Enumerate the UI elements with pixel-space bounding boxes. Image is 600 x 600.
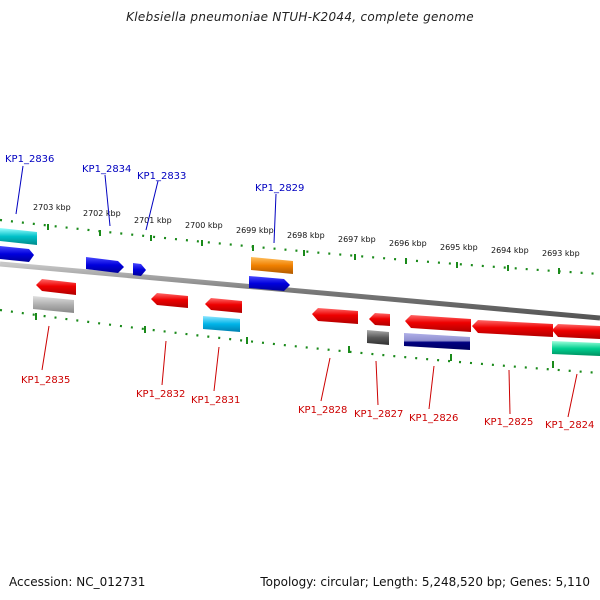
major-ticks	[35, 224, 560, 368]
gene-feature[interactable]	[404, 333, 470, 350]
tick-label: 2699 kbp	[236, 226, 274, 235]
gene-feature[interactable]	[367, 330, 389, 345]
upper-scale-track	[0, 218, 600, 276]
gene-feature[interactable]	[86, 257, 124, 273]
gene-label[interactable]: KP1_2835	[21, 375, 70, 386]
forward-gene-labels: KP1_2836 KP1_2834 KP1_2833 KP1_2829	[5, 154, 304, 194]
reverse-callouts	[41, 325, 578, 418]
gene-feature[interactable]	[369, 313, 390, 326]
gene-label[interactable]: KP1_2836	[5, 154, 54, 165]
gene-label[interactable]: KP1_2831	[191, 395, 240, 406]
gene-label[interactable]: KP1_2824	[545, 420, 594, 431]
tick-label: 2698 kbp	[287, 231, 325, 240]
gene-label[interactable]: KP1_2825	[484, 417, 533, 428]
tick-label: 2702 kbp	[83, 209, 121, 218]
tick-label: 2695 kbp	[440, 243, 478, 252]
gene-label[interactable]: KP1_2828	[298, 405, 347, 416]
scale-tick-labels: 2703 kbp 2702 kbp 2701 kbp 2700 kbp 2699…	[33, 203, 580, 258]
gene-label[interactable]: KP1_2833	[137, 171, 186, 182]
gene-feature[interactable]	[205, 298, 242, 313]
gene-feature[interactable]	[472, 320, 553, 337]
gene-feature[interactable]	[203, 316, 240, 332]
tick-label: 2697 kbp	[338, 235, 376, 244]
reverse-gene-labels: KP1_2835 KP1_2832 KP1_2831 KP1_2828 KP1_…	[21, 375, 594, 431]
gene-feature[interactable]	[36, 279, 76, 295]
gene-label[interactable]: KP1_2827	[354, 409, 403, 420]
gene-label[interactable]: KP1_2829	[255, 183, 304, 194]
gene-label[interactable]: KP1_2834	[82, 164, 131, 175]
genome-summary: Topology: circular; Length: 5,248,520 bp…	[260, 575, 590, 589]
genome-backbone	[0, 261, 600, 321]
gene-feature[interactable]	[251, 257, 293, 274]
gene-feature[interactable]	[552, 341, 600, 356]
tick-label: 2694 kbp	[491, 246, 529, 255]
gene-feature[interactable]	[405, 315, 471, 332]
map-title: Klebsiella pneumoniae NTUH-K2044, comple…	[126, 10, 474, 24]
gene-feature[interactable]	[33, 296, 74, 313]
gene-feature[interactable]	[0, 246, 34, 262]
gene-feature[interactable]	[0, 228, 37, 245]
forward-strand-genes	[0, 228, 293, 291]
reverse-strand-genes	[33, 279, 600, 356]
gene-feature[interactable]	[249, 276, 290, 291]
gene-feature[interactable]	[312, 308, 358, 324]
forward-callouts	[15, 165, 277, 244]
lower-scale-track	[0, 308, 600, 375]
gene-label[interactable]: KP1_2826	[409, 413, 458, 424]
accession-label: Accession: NC_012731	[9, 575, 146, 589]
gene-label[interactable]: KP1_2832	[136, 389, 185, 400]
gene-feature[interactable]	[552, 324, 600, 339]
gene-feature[interactable]	[133, 263, 146, 276]
tick-label: 2703 kbp	[33, 203, 71, 212]
tick-label: 2701 kbp	[134, 216, 172, 225]
tick-label: 2696 kbp	[389, 239, 427, 248]
tick-label: 2693 kbp	[542, 249, 580, 258]
tick-label: 2700 kbp	[185, 221, 223, 230]
gene-feature[interactable]	[151, 293, 188, 308]
